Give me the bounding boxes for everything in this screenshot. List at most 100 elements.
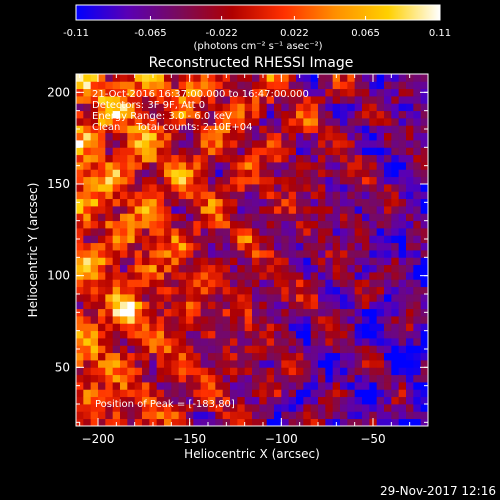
heatmap-cell xyxy=(391,264,400,273)
heatmap-cell xyxy=(134,323,143,332)
heatmap-cell xyxy=(237,147,246,156)
heatmap-cell xyxy=(186,206,194,214)
heatmap-cell xyxy=(406,367,414,376)
heatmap-cell xyxy=(362,88,370,97)
heatmap-cell xyxy=(178,272,187,280)
heatmap-cell xyxy=(266,374,275,383)
heatmap-cell xyxy=(208,191,216,200)
heatmap-cell xyxy=(171,404,180,412)
heatmap-cell xyxy=(420,323,429,332)
heatmap-cell xyxy=(98,125,106,134)
heatmap-cell xyxy=(296,118,304,126)
heatmap-cell xyxy=(325,140,334,148)
heatmap-cell xyxy=(281,250,290,258)
heatmap-cell xyxy=(281,110,290,119)
heatmap-cell xyxy=(178,88,187,97)
heatmap-cell xyxy=(325,323,334,332)
heatmap-cell xyxy=(362,250,370,258)
heatmap-cell xyxy=(354,338,363,346)
heatmap-cell xyxy=(406,294,414,302)
heatmap-cell xyxy=(164,235,172,244)
heatmap-cell xyxy=(127,374,136,383)
heatmap-cell xyxy=(347,74,356,82)
heatmap-cell xyxy=(398,323,407,332)
heatmap-cell xyxy=(325,220,334,229)
heatmap-cell xyxy=(98,264,106,273)
heatmap-cell xyxy=(325,367,334,376)
heatmap-cell xyxy=(252,352,260,361)
heatmap-cell xyxy=(244,323,253,332)
heatmap-cell xyxy=(142,125,150,134)
heatmap-cell xyxy=(288,103,297,112)
heatmap-cell xyxy=(281,96,290,104)
heatmap-cell xyxy=(112,338,121,346)
heatmap-cell xyxy=(98,330,106,339)
heatmap-cell xyxy=(296,81,304,90)
heatmap-cell xyxy=(406,411,414,420)
heatmap-cell xyxy=(310,184,319,192)
heatmap-cell xyxy=(310,176,319,185)
heatmap-cell xyxy=(398,316,407,324)
heatmap-cell xyxy=(406,228,414,236)
heatmap-cell xyxy=(384,338,392,346)
heatmap-cell xyxy=(347,169,356,178)
heatmap-cell xyxy=(230,338,238,346)
heatmap-cell xyxy=(186,242,194,251)
heatmap-cell xyxy=(171,330,180,339)
heatmap-cell xyxy=(244,286,253,295)
heatmap-cell xyxy=(347,338,356,346)
heatmap-cell xyxy=(142,220,150,229)
heatmap-cell xyxy=(112,125,121,134)
heatmap-cell xyxy=(76,118,84,126)
heatmap-cell xyxy=(200,418,209,427)
heatmap-cell xyxy=(98,88,106,97)
heatmap-cell xyxy=(303,81,312,90)
heatmap-cell xyxy=(259,250,268,258)
heatmap-cell xyxy=(230,272,238,280)
heatmap-cell xyxy=(149,360,158,368)
heatmap-cell xyxy=(149,103,158,112)
heatmap-cell xyxy=(296,242,304,251)
heatmap-cell xyxy=(281,418,290,427)
heatmap-cell xyxy=(266,110,275,119)
heatmap-cell xyxy=(288,257,297,266)
heatmap-cell xyxy=(332,206,341,214)
heatmap-cell xyxy=(288,382,297,390)
heatmap-cell xyxy=(384,169,392,178)
heatmap-cell xyxy=(259,330,268,339)
heatmap-cell xyxy=(354,118,363,126)
heatmap-cell xyxy=(120,294,128,302)
heatmap-cell xyxy=(98,191,106,200)
heatmap-cell xyxy=(156,330,165,339)
heatmap-cell xyxy=(90,74,99,82)
heatmap-cell xyxy=(288,352,297,361)
heatmap-cell xyxy=(391,162,400,170)
heatmap-cell xyxy=(354,125,363,134)
heatmap-cell xyxy=(413,279,422,288)
heatmap-cell xyxy=(208,338,216,346)
heatmap-cell xyxy=(303,250,312,258)
heatmap-cell xyxy=(296,213,304,222)
heatmap-cell xyxy=(274,162,282,170)
heatmap-cell xyxy=(105,301,114,310)
heatmap-cell xyxy=(413,88,422,97)
heatmap-cell xyxy=(134,169,143,178)
heatmap-cell xyxy=(127,206,136,214)
heatmap-cell xyxy=(376,250,385,258)
heatmap-cell xyxy=(296,132,304,141)
heatmap-cell xyxy=(259,338,268,346)
heatmap-cell xyxy=(76,213,84,222)
heatmap-cell xyxy=(384,294,392,302)
heatmap-cell xyxy=(142,191,150,200)
heatmap-cell xyxy=(112,250,121,258)
heatmap-cell xyxy=(266,206,275,214)
heatmap-cell xyxy=(420,191,429,200)
heatmap-cell xyxy=(186,198,194,207)
heatmap-cell xyxy=(420,147,429,156)
heatmap-cell xyxy=(325,110,334,119)
heatmap-cell xyxy=(230,308,238,317)
heatmap-cell xyxy=(208,418,216,427)
heatmap-cell xyxy=(120,323,128,332)
heatmap-cell xyxy=(391,206,400,214)
heatmap-cell xyxy=(288,228,297,236)
